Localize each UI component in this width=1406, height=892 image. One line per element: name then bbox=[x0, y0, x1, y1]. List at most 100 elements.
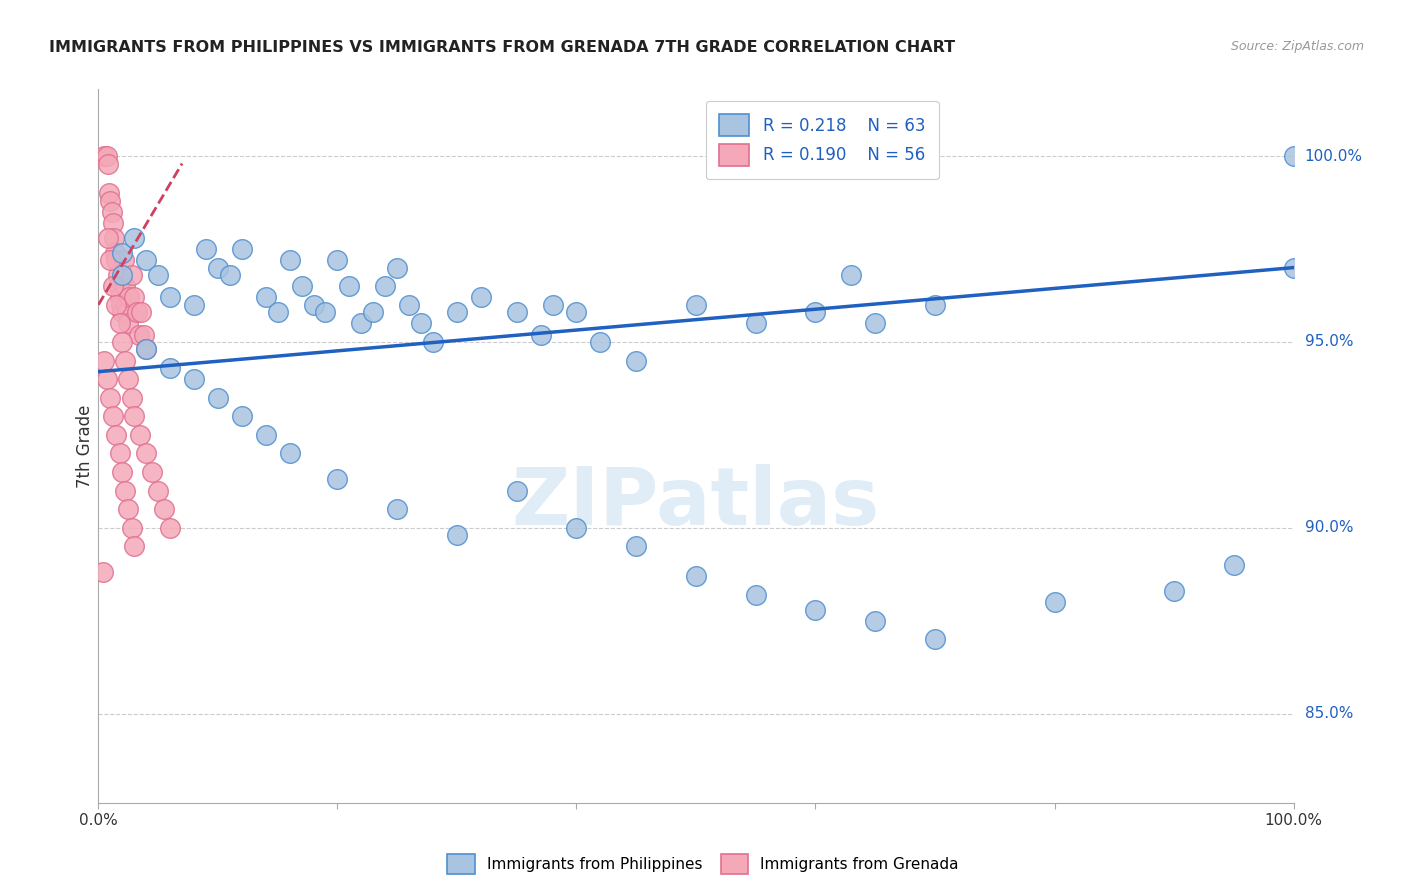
Point bbox=[93, 149, 115, 163]
Point bbox=[194, 242, 217, 256]
Point bbox=[111, 334, 134, 349]
Point bbox=[863, 614, 886, 628]
Point bbox=[128, 327, 150, 342]
Point bbox=[183, 372, 205, 386]
Point bbox=[111, 268, 134, 282]
Point bbox=[326, 472, 349, 486]
Point bbox=[685, 298, 707, 312]
Point bbox=[374, 279, 396, 293]
Point bbox=[804, 602, 827, 616]
Point bbox=[98, 253, 122, 268]
Point bbox=[111, 465, 134, 479]
Point bbox=[101, 279, 124, 293]
Point bbox=[685, 569, 707, 583]
Legend: R = 0.218    N = 63, R = 0.190    N = 56: R = 0.218 N = 63, R = 0.190 N = 56 bbox=[706, 101, 939, 179]
Point bbox=[98, 186, 121, 201]
Text: Source: ZipAtlas.com: Source: ZipAtlas.com bbox=[1230, 40, 1364, 54]
Point bbox=[422, 334, 444, 349]
Point bbox=[624, 353, 647, 368]
Text: 85.0%: 85.0% bbox=[1305, 706, 1353, 721]
Point bbox=[135, 343, 157, 357]
Point bbox=[506, 305, 529, 319]
Point bbox=[103, 231, 125, 245]
Text: 90.0%: 90.0% bbox=[1305, 520, 1353, 535]
Point bbox=[124, 290, 146, 304]
Point bbox=[121, 268, 143, 282]
Point bbox=[219, 268, 242, 282]
Point bbox=[107, 268, 129, 282]
Point bbox=[131, 305, 153, 319]
Point bbox=[98, 194, 122, 208]
Text: 100.0%: 100.0% bbox=[1305, 149, 1362, 163]
Point bbox=[97, 231, 120, 245]
Point bbox=[112, 253, 135, 268]
Point bbox=[159, 290, 181, 304]
Point bbox=[115, 298, 138, 312]
Point bbox=[124, 539, 146, 553]
Point bbox=[804, 305, 827, 319]
Point bbox=[118, 290, 141, 304]
Point bbox=[108, 290, 131, 304]
Point bbox=[385, 502, 409, 516]
Point bbox=[117, 502, 139, 516]
Point bbox=[1222, 558, 1246, 572]
Point bbox=[745, 588, 768, 602]
Point bbox=[290, 279, 312, 293]
Point bbox=[207, 391, 229, 405]
Point bbox=[254, 427, 277, 442]
Point bbox=[135, 446, 157, 460]
Point bbox=[114, 279, 136, 293]
Point bbox=[363, 305, 385, 319]
Point bbox=[110, 298, 132, 312]
Point bbox=[104, 245, 127, 260]
Point bbox=[446, 305, 468, 319]
Point bbox=[124, 231, 146, 245]
Point bbox=[111, 305, 134, 319]
Point bbox=[96, 372, 118, 386]
Point bbox=[231, 409, 253, 424]
Point bbox=[125, 305, 148, 319]
Point bbox=[108, 316, 131, 330]
Point bbox=[111, 245, 134, 260]
Point bbox=[96, 149, 118, 163]
Point bbox=[97, 156, 120, 170]
Point bbox=[114, 353, 136, 368]
Point bbox=[254, 290, 277, 304]
Point bbox=[924, 632, 946, 647]
Point bbox=[114, 483, 136, 498]
Point bbox=[207, 260, 229, 275]
Point bbox=[129, 427, 152, 442]
Point bbox=[565, 521, 588, 535]
Point bbox=[100, 204, 122, 219]
Point bbox=[231, 242, 253, 256]
Point bbox=[107, 279, 129, 293]
Point bbox=[541, 298, 564, 312]
Point bbox=[91, 566, 114, 580]
Point bbox=[337, 279, 360, 293]
Point bbox=[1163, 583, 1185, 598]
Point bbox=[135, 253, 157, 268]
Point bbox=[267, 305, 290, 319]
Point bbox=[924, 298, 946, 312]
Legend: Immigrants from Philippines, Immigrants from Grenada: Immigrants from Philippines, Immigrants … bbox=[441, 848, 965, 880]
Point bbox=[302, 298, 325, 312]
Point bbox=[470, 290, 492, 304]
Y-axis label: 7th Grade: 7th Grade bbox=[76, 404, 94, 488]
Point bbox=[529, 327, 551, 342]
Point bbox=[105, 427, 128, 442]
Point bbox=[135, 343, 157, 357]
Point bbox=[863, 316, 886, 330]
Point bbox=[624, 539, 647, 553]
Point bbox=[124, 409, 146, 424]
Point bbox=[159, 521, 181, 535]
Point bbox=[589, 334, 612, 349]
Point bbox=[506, 483, 529, 498]
Point bbox=[350, 316, 373, 330]
Point bbox=[121, 521, 143, 535]
Point bbox=[108, 446, 131, 460]
Point bbox=[411, 316, 433, 330]
Point bbox=[121, 391, 143, 405]
Point bbox=[105, 298, 128, 312]
Point bbox=[132, 327, 155, 342]
Point bbox=[148, 483, 170, 498]
